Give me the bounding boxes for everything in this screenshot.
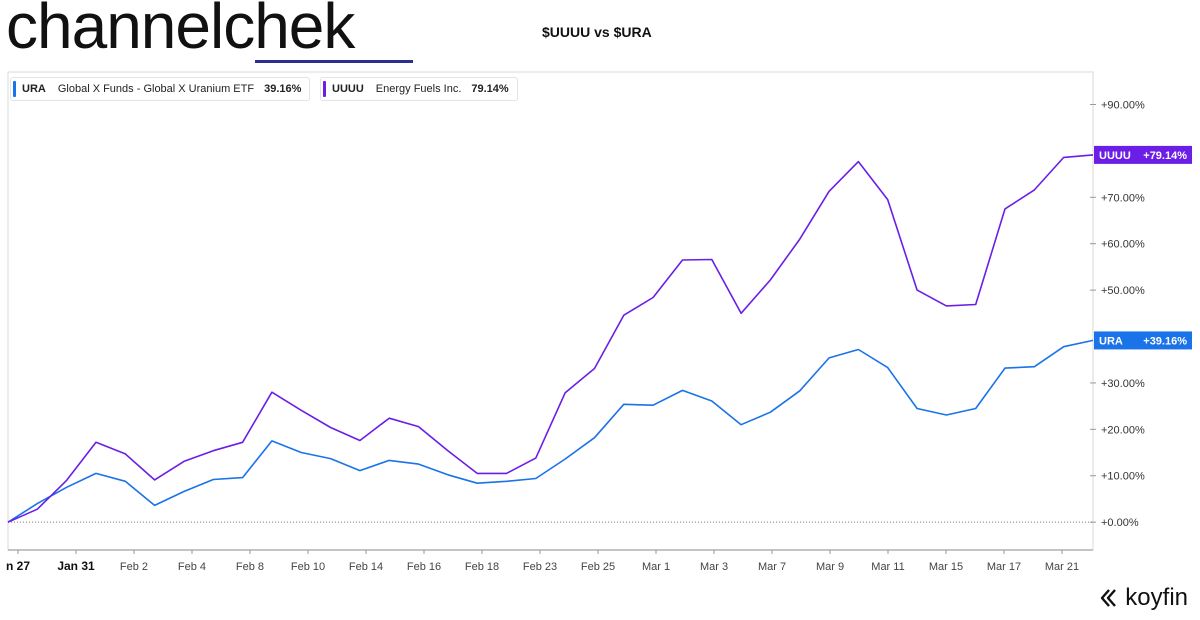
koyfin-text: koyfin	[1125, 584, 1188, 611]
x-tick-label: Mar 15	[929, 561, 963, 573]
legend-swatch-ura	[13, 81, 16, 97]
legend-ticker: URA	[22, 83, 46, 95]
x-tick-label: Feb 14	[349, 561, 383, 573]
legend-name: Global X Funds - Global X Uranium ETF	[57, 83, 255, 95]
x-tick-label: Mar 7	[758, 561, 786, 573]
legend-item-ura[interactable]: URA Global X Funds - Global X Uranium ET…	[10, 77, 311, 101]
plot-frame	[7, 71, 1094, 551]
x-tick-label: n 27	[6, 559, 30, 573]
end-label-ticker-ura: URA	[1099, 335, 1123, 347]
x-tick-label: Feb 23	[523, 561, 557, 573]
x-tick-label: Jan 31	[57, 559, 95, 573]
x-tick-label: Feb 10	[291, 561, 325, 573]
legend-swatch-uuuu	[323, 81, 326, 97]
y-tick-label: +10.00%	[1101, 471, 1145, 483]
legend-item-uuuu[interactable]: UUUU Energy Fuels Inc. 79.14%	[320, 77, 518, 101]
x-tick-label: Mar 21	[1045, 561, 1079, 573]
x-tick-label: Feb 25	[581, 561, 615, 573]
legend-pct: 39.16%	[264, 83, 302, 95]
x-tick-label: Feb 16	[407, 561, 441, 573]
legend-ticker: UUUU	[332, 83, 364, 95]
y-tick-label: +70.00%	[1101, 192, 1145, 204]
end-label-value-uuuu: +79.14%	[1143, 150, 1187, 162]
x-tick-label: Feb 4	[178, 561, 206, 573]
x-tick-label: Mar 11	[871, 561, 904, 573]
end-label-box-uuuu	[1094, 145, 1192, 164]
y-tick-label: +20.00%	[1101, 424, 1145, 436]
x-tick-label: Feb 18	[465, 561, 499, 573]
y-tick-label: +50.00%	[1101, 285, 1145, 297]
koyfin-logo-icon	[1101, 589, 1117, 607]
y-tick-label: +60.00%	[1101, 239, 1145, 251]
channelchek-logo: channelchek	[6, 0, 355, 58]
x-tick-label: Feb 2	[120, 561, 148, 573]
y-tick-label: +90.00%	[1101, 99, 1145, 111]
x-tick-label: Mar 17	[987, 561, 1021, 573]
koyfin-watermark: koyfin	[1100, 584, 1188, 612]
logo-part-1: channel	[6, 0, 224, 62]
logo-underline	[255, 60, 413, 63]
x-tick-label: Feb 8	[236, 561, 264, 573]
chart-title: $UUUU vs $URA	[542, 24, 652, 40]
y-tick-label: +30.00%	[1101, 378, 1145, 390]
x-tick-label: Mar 9	[816, 561, 844, 573]
x-tick-label: Mar 1	[642, 561, 670, 573]
series-line-ura	[7, 339, 1094, 523]
end-label-ticker-uuuu: UUUU	[1099, 150, 1131, 162]
legend-name: Energy Fuels Inc.	[375, 83, 462, 95]
x-tick-label: Mar 3	[700, 561, 728, 573]
legend-pct: 79.14%	[471, 83, 509, 95]
series-line-uuuu	[7, 154, 1094, 523]
y-tick-label: +0.00%	[1101, 517, 1139, 529]
end-label-box-ura	[1094, 331, 1192, 350]
logo-part-2: chek	[223, 0, 355, 62]
end-label-value-ura: +39.16%	[1143, 335, 1187, 347]
